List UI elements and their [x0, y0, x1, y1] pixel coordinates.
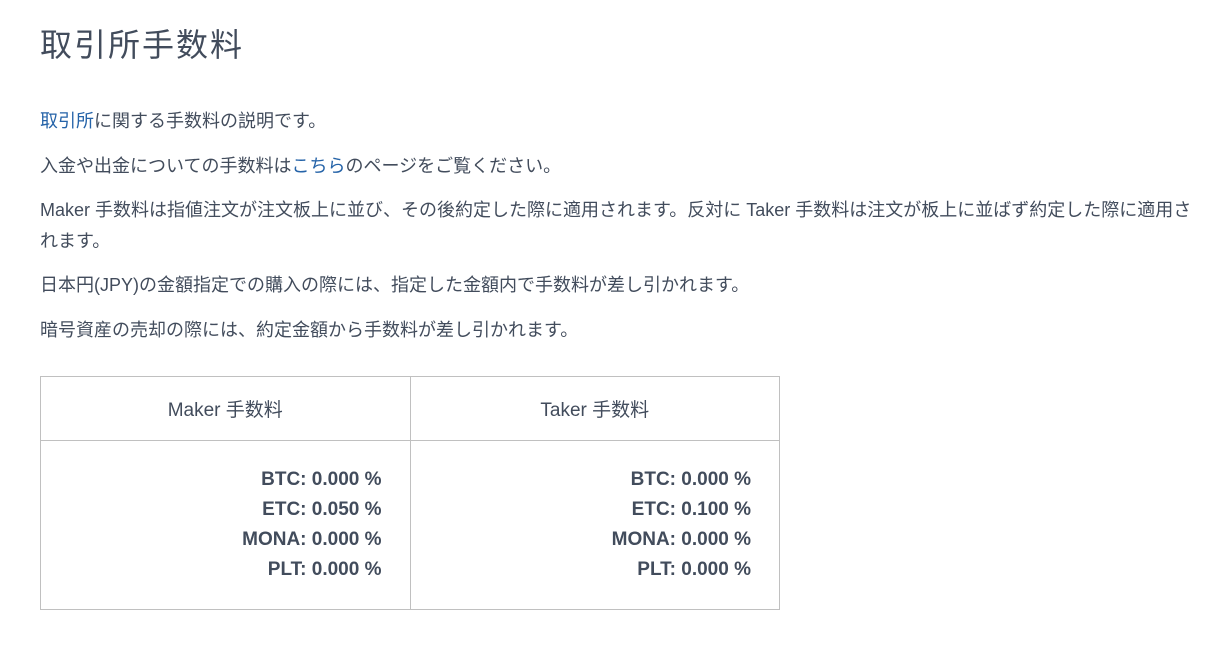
taker-fee-plt: PLT: 0.000 %	[439, 559, 752, 581]
taker-fee-mona: MONA: 0.000 %	[439, 529, 752, 551]
crypto-sale-explanation: 暗号資産の売却の際には、約定金額から手数料が差し引かれます。	[40, 315, 1192, 346]
fee-table: Maker 手数料 Taker 手数料 BTC: 0.000 % ETC: 0.…	[40, 376, 780, 610]
maker-fee-cell: BTC: 0.000 % ETC: 0.050 % MONA: 0.000 % …	[41, 440, 411, 609]
fee-table-header-row: Maker 手数料 Taker 手数料	[41, 376, 780, 440]
intro-paragraph-2-suffix: のページをご覧ください。	[345, 156, 561, 176]
taker-fee-btc: BTC: 0.000 %	[439, 469, 752, 491]
intro-paragraph-2: 入金や出金についての手数料はこちらのページをご覧ください。	[40, 151, 1192, 182]
intro-paragraph-1-rest: に関する手数料の説明です。	[94, 111, 326, 131]
taker-fee-cell: BTC: 0.000 % ETC: 0.100 % MONA: 0.000 % …	[410, 440, 780, 609]
maker-fee-btc: BTC: 0.000 %	[69, 469, 382, 491]
fee-table-header-maker: Maker 手数料	[41, 376, 411, 440]
intro-paragraph-1: 取引所に関する手数料の説明です。	[40, 106, 1192, 137]
maker-taker-explanation: Maker 手数料は指値注文が注文板上に並び、その後約定した際に適用されます。反…	[40, 195, 1192, 256]
taker-fee-etc: ETC: 0.100 %	[439, 499, 752, 521]
exchange-link[interactable]: 取引所	[40, 111, 94, 131]
maker-fee-etc: ETC: 0.050 %	[69, 499, 382, 521]
maker-fee-plt: PLT: 0.000 %	[69, 559, 382, 581]
maker-fee-mona: MONA: 0.000 %	[69, 529, 382, 551]
fee-table-body-row: BTC: 0.000 % ETC: 0.050 % MONA: 0.000 % …	[41, 440, 780, 609]
fee-table-header-taker: Taker 手数料	[410, 376, 780, 440]
fees-here-link[interactable]: こちら	[291, 156, 345, 176]
jpy-purchase-explanation: 日本円(JPY)の金額指定での購入の際には、指定した金額内で手数料が差し引かれま…	[40, 270, 1192, 301]
page-title: 取引所手数料	[40, 20, 1192, 66]
intro-paragraph-2-prefix: 入金や出金についての手数料は	[40, 156, 291, 176]
